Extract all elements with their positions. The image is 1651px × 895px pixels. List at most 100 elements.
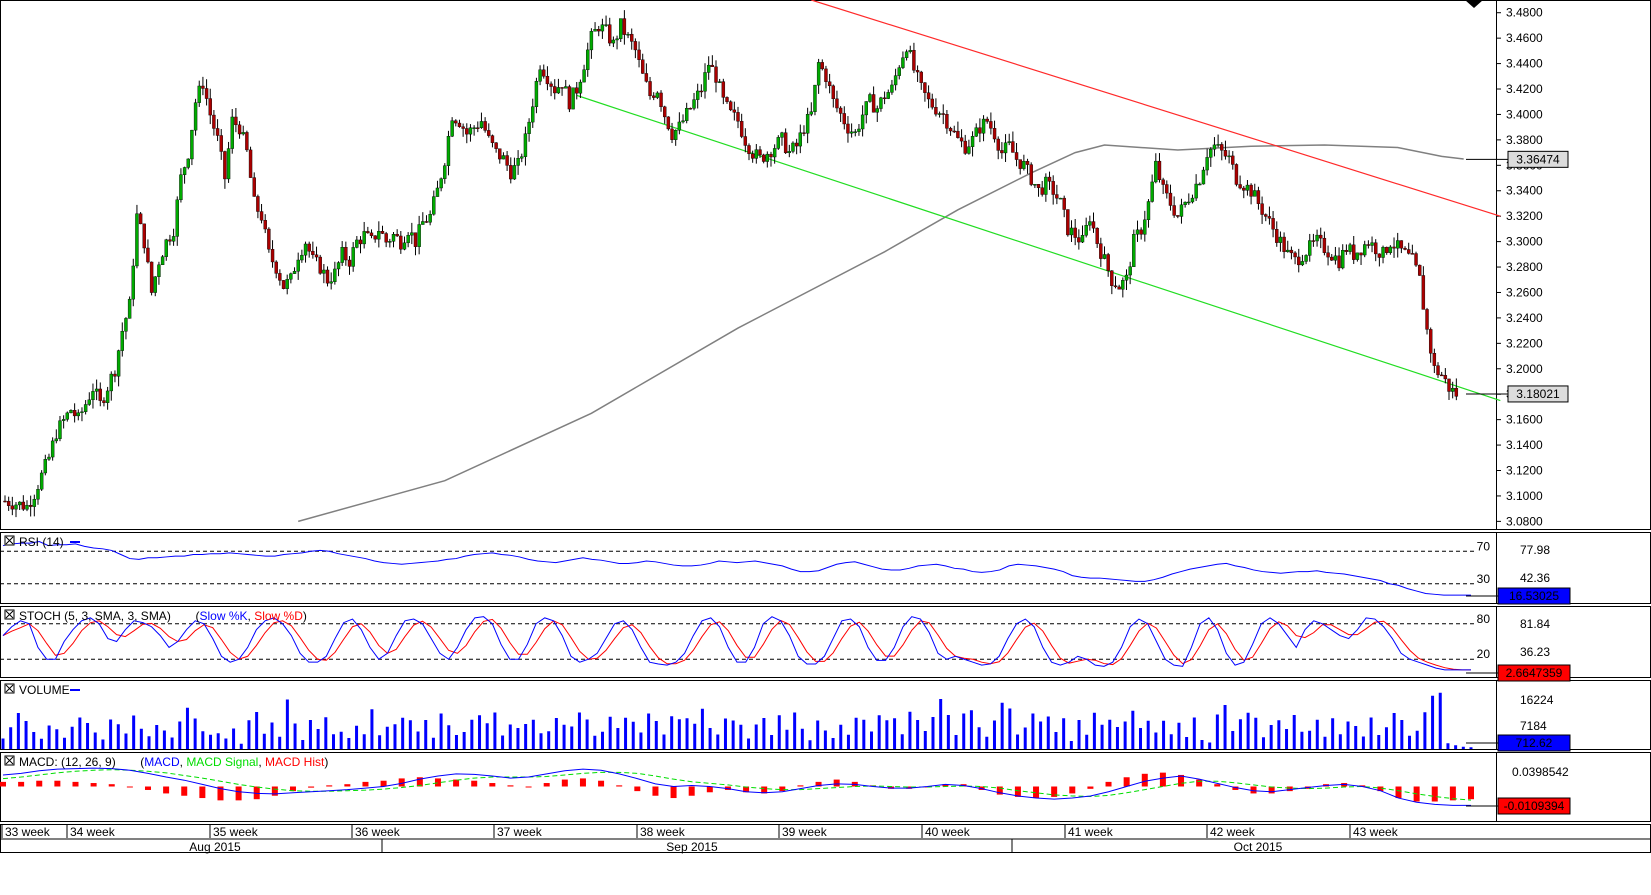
volume-bar xyxy=(1192,717,1196,749)
candle-body xyxy=(743,136,748,146)
candle-body xyxy=(604,24,608,26)
candle-body xyxy=(179,174,183,201)
candle-body xyxy=(1315,234,1319,242)
candle-body xyxy=(673,129,678,140)
candle-body xyxy=(329,281,333,284)
candle-body xyxy=(333,268,337,282)
macd-hist-bar xyxy=(18,781,25,787)
volume-bar xyxy=(800,728,804,749)
volume-bar xyxy=(677,719,681,749)
candle-body xyxy=(168,239,172,242)
candle-body xyxy=(175,199,179,237)
candle-body xyxy=(1319,234,1323,239)
volume-axis-label: 16224 xyxy=(1520,693,1554,707)
candle-body xyxy=(611,39,616,44)
rsi-axis-label: 42.36 xyxy=(1520,571,1550,585)
volume-bar xyxy=(1238,719,1242,749)
candle-body xyxy=(1040,187,1044,195)
volume-bar xyxy=(662,734,666,749)
volume-bar xyxy=(454,735,458,749)
macd-hist-bar xyxy=(779,786,786,792)
candle-body xyxy=(1201,169,1206,185)
candle-body xyxy=(61,419,66,421)
candle-body xyxy=(479,121,484,128)
volume-bar xyxy=(1108,719,1112,749)
candle-body xyxy=(344,247,348,261)
candle-body xyxy=(76,412,81,417)
candle-body xyxy=(1370,242,1374,246)
volume-bar xyxy=(1154,732,1158,749)
candle-body xyxy=(219,135,223,152)
candle-body xyxy=(1073,227,1077,238)
ma-badge xyxy=(1507,150,1569,168)
macd-hist-bar xyxy=(634,786,641,792)
stoch-level-label: 20 xyxy=(1477,647,1491,661)
candle-body xyxy=(270,249,275,263)
volume-bar xyxy=(78,717,82,749)
legend-entry: MACD xyxy=(144,755,180,769)
candle-body xyxy=(1256,190,1261,204)
macd-hist-bar xyxy=(235,786,242,801)
volume-bar xyxy=(716,734,720,749)
volume-bar xyxy=(923,731,927,749)
candle-body xyxy=(981,118,986,134)
candle-body xyxy=(358,239,363,245)
candle-body xyxy=(1260,203,1264,215)
candle-body xyxy=(501,155,506,160)
rsi-level-label: 70 xyxy=(1477,539,1491,553)
volume-bar xyxy=(1162,720,1166,749)
candle-body xyxy=(1344,250,1349,252)
macd-hist-bar xyxy=(1250,786,1257,794)
candle-body xyxy=(1033,184,1037,186)
candle-body xyxy=(142,223,146,249)
volume-bar xyxy=(147,736,151,749)
volume-bar xyxy=(101,739,105,749)
volume-bar xyxy=(616,728,620,749)
candle-body xyxy=(432,196,436,215)
volume-bar xyxy=(1400,720,1404,749)
candle-body xyxy=(230,116,234,149)
candle-body xyxy=(505,155,509,166)
stoch-axis-label: 81.84 xyxy=(1520,617,1550,631)
price-tick-label: 3.3800 xyxy=(1506,133,1543,147)
volume-bar xyxy=(1085,734,1089,749)
candle-body xyxy=(1117,286,1121,290)
volume-bar xyxy=(1292,715,1296,749)
volume-bar xyxy=(347,738,351,749)
candle-body xyxy=(772,148,777,158)
volume-bar xyxy=(1123,721,1127,749)
candle-body xyxy=(443,165,447,179)
candle-body xyxy=(1385,246,1389,253)
ma-badge-value: 3.36474 xyxy=(1516,152,1560,166)
candle-body xyxy=(193,102,198,131)
candle-body xyxy=(1425,309,1429,330)
legend-paren: ( xyxy=(196,609,200,623)
candle-body xyxy=(248,149,253,178)
candle-body xyxy=(608,24,612,44)
candle-body xyxy=(1333,255,1338,261)
candle-body xyxy=(864,101,868,116)
volume-bar xyxy=(247,720,251,749)
candle-body xyxy=(362,231,366,245)
volume-bar xyxy=(624,717,628,749)
candle-body xyxy=(201,85,205,89)
candle-body xyxy=(868,94,872,102)
scroll-end-marker[interactable] xyxy=(1465,0,1483,8)
volume-bar xyxy=(1384,727,1388,749)
candle-body xyxy=(391,233,396,242)
candle-body xyxy=(1014,152,1019,160)
candle-body xyxy=(545,75,550,85)
candle-body xyxy=(717,81,722,83)
candle-body xyxy=(597,29,601,32)
candle-body xyxy=(25,504,29,510)
candle-body xyxy=(699,90,704,93)
candle-body xyxy=(520,156,524,159)
volume-bar xyxy=(900,734,904,749)
candle-body xyxy=(21,501,26,510)
candle-body xyxy=(747,145,751,155)
support-line xyxy=(576,94,1501,402)
candle-body xyxy=(1022,160,1026,169)
volume-bar xyxy=(24,721,28,749)
price-tick-label: 3.3000 xyxy=(1506,235,1543,249)
candle-body xyxy=(1106,254,1110,271)
